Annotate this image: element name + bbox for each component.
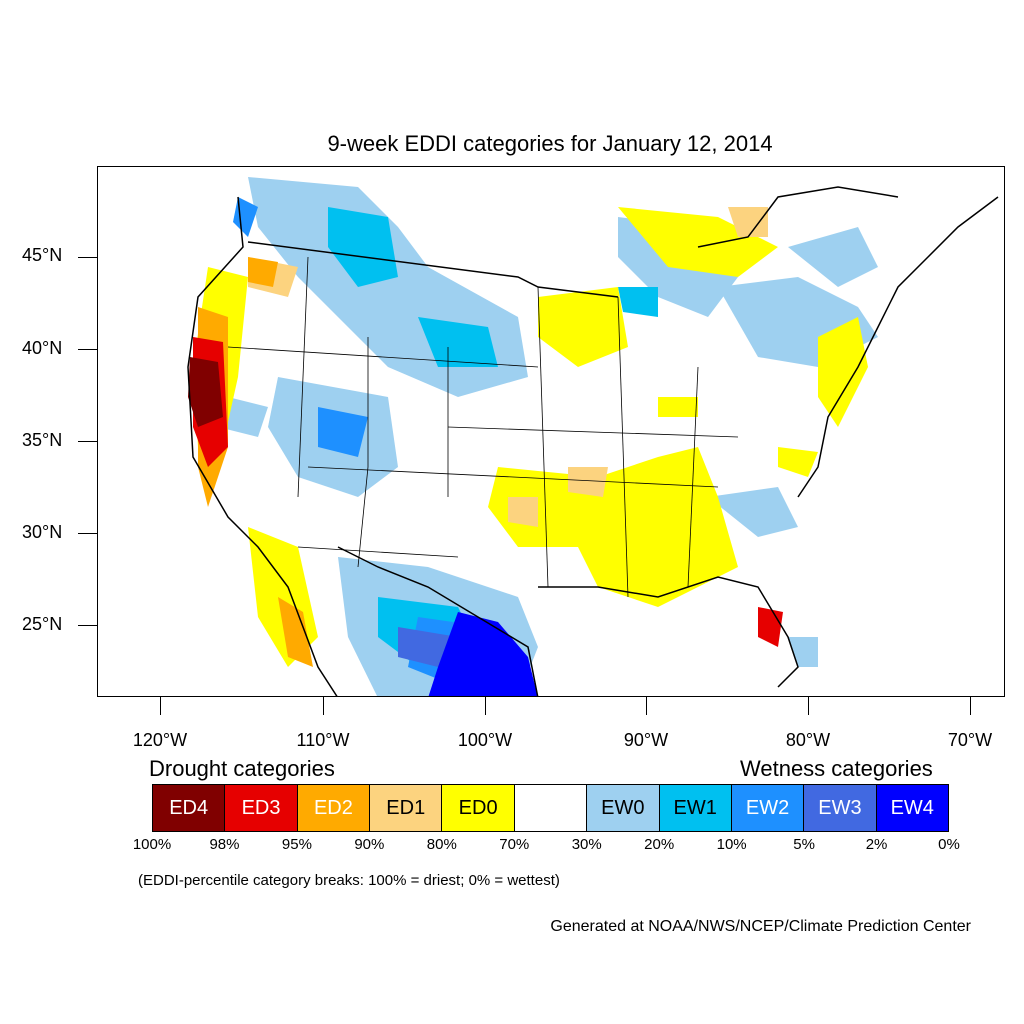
category-note: (EDDI-percentile category breaks: 100% =… [138,872,560,889]
legend-cell-ew1: EW1 [659,785,732,831]
lon-label-80w: 80°W [785,730,831,750]
legend-cell-ed3: ED3 [225,785,298,831]
lon-label-90w: 90°W [623,730,669,750]
percent-break-label: 20% [644,836,675,853]
category-legend: ED4 ED3 ED2 ED1 ED0 EW0 EW1 EW2 EW3 EW4 [152,784,949,832]
legend-cell-neutral [514,785,588,831]
legend-cell-ew0: EW0 [587,785,660,831]
legend-cell-ew4: EW4 [876,785,948,831]
drought-heading: Drought categories [149,756,335,781]
eddi-map [97,166,1005,697]
coastlines [187,186,999,696]
ew4-areas [428,612,538,696]
percent-break-label: 0% [938,836,960,853]
legend-cell-ed2: ED2 [297,785,371,831]
percent-break-label: 30% [571,836,602,853]
lat-tick [78,533,97,534]
legend-cell-ew3: EW3 [804,785,877,831]
lon-tick [646,697,647,715]
legend-cell-ed4: ED4 [153,785,226,831]
percent-break-label: 10% [716,836,747,853]
percent-break-label: 95% [281,836,312,853]
lon-tick [485,697,486,715]
credit-line: Generated at NOAA/NWS/NCEP/Climate Predi… [550,918,971,935]
lat-label-25n: 25°N [22,614,63,634]
lon-label-120w: 120°W [132,730,188,750]
percent-break-label: 98% [209,836,240,853]
wetness-heading: Wetness categories [740,756,933,781]
percent-break-label: 90% [354,836,385,853]
map-canvas [187,177,999,696]
lat-label-40n: 40°N [22,338,63,358]
map-title: 9-week EDDI categories for January 12, 2… [327,131,773,156]
legend-cell-ed0: ED0 [442,785,515,831]
percent-break-label: 5% [793,836,815,853]
lat-tick [78,441,97,442]
lon-label-70w: 70°W [947,730,993,750]
lat-label-30n: 30°N [22,522,63,542]
lon-label-110w: 110°W [296,730,350,750]
lon-tick [160,697,161,715]
ed4-areas [188,357,223,427]
lat-label-35n: 35°N [22,430,63,450]
lat-label-45n: 45°N [22,245,63,265]
lat-tick [78,625,97,626]
percent-break-label: 100% [132,836,172,853]
lat-tick [78,349,97,350]
state-borders [227,256,739,598]
percent-break-label: 2% [865,836,888,853]
lat-tick [78,257,97,258]
legend-cell-ed1: ED1 [370,785,443,831]
lon-tick [323,697,324,715]
legend-cell-ew2: EW2 [731,785,805,831]
percent-break-label: 70% [499,836,530,853]
lon-tick [970,697,971,715]
lon-label-100w: 100°W [457,730,513,750]
lon-tick [808,697,809,715]
percent-break-label: 80% [426,836,457,853]
